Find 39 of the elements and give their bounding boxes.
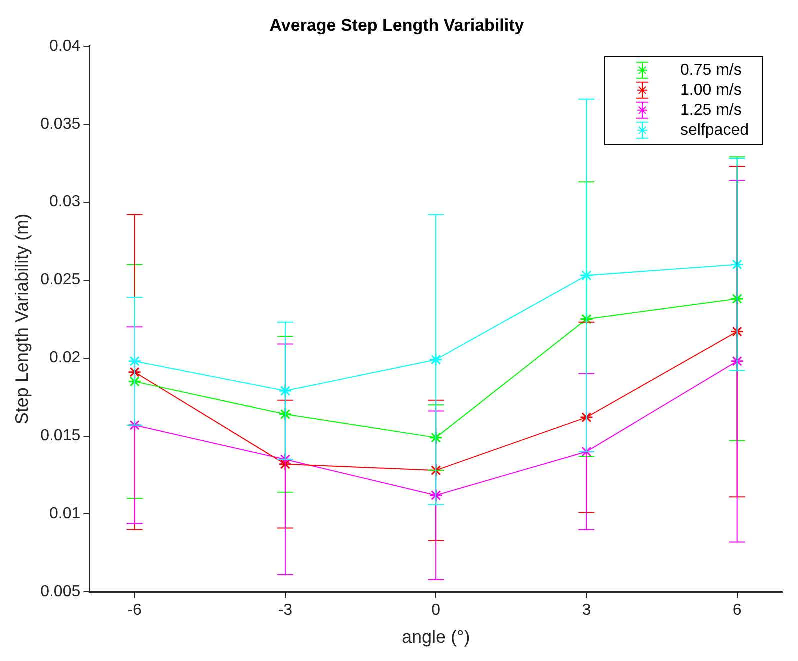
y-tick-label: 0.015 <box>40 428 81 445</box>
legend-label: selfpaced <box>680 122 749 139</box>
y-tick-label: 0.04 <box>50 38 81 55</box>
point <box>429 431 443 445</box>
point <box>580 445 594 459</box>
y-tick-label: 0.005 <box>40 584 81 601</box>
y-tick-label: 0.025 <box>40 272 81 289</box>
legend-label: 1.25 m/s <box>680 102 742 119</box>
point <box>278 408 292 422</box>
point <box>429 488 443 502</box>
x-tick-label: 3 <box>582 602 592 620</box>
point <box>730 292 744 306</box>
point <box>730 258 744 272</box>
point <box>278 458 292 472</box>
point <box>580 410 594 424</box>
x-axis-title: angle (°) <box>402 627 470 648</box>
point <box>128 418 142 432</box>
legend-label: 1.00 m/s <box>680 82 742 99</box>
x-tick-label: 0 <box>432 602 441 620</box>
point <box>580 268 594 282</box>
point <box>278 384 292 398</box>
y-tick-label: 0.01 <box>50 506 81 523</box>
point <box>730 354 744 368</box>
y-axis-title: Step Length Variability (m) <box>12 214 32 425</box>
y-tick-label: 0.02 <box>50 350 81 367</box>
y-tick-label: 0.03 <box>50 194 81 211</box>
point <box>128 374 142 388</box>
point <box>429 353 443 367</box>
chart-title: Average Step Length Variability <box>270 16 525 35</box>
point <box>730 325 744 339</box>
y-tick-label: 0.035 <box>40 116 81 133</box>
point <box>128 354 142 368</box>
x-tick-label: -3 <box>278 602 293 620</box>
point <box>128 366 142 380</box>
point <box>580 312 594 326</box>
x-tick-label: -6 <box>128 602 142 620</box>
x-tick-label: 6 <box>732 602 742 620</box>
legend-label: 0.75 m/s <box>680 62 742 79</box>
point <box>429 464 443 478</box>
